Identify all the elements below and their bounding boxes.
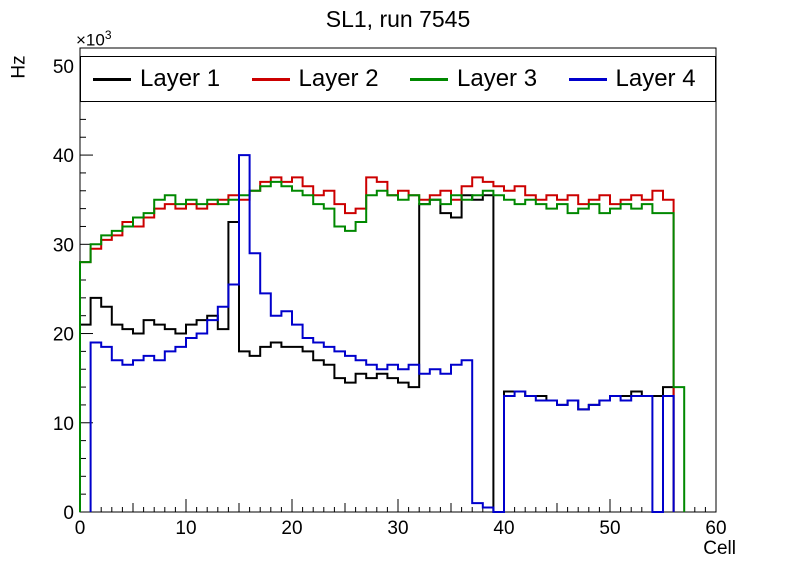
chart-title: SL1, run 7545 [325, 6, 471, 32]
legend-label-layer-2: Layer 2 [298, 65, 379, 92]
series-layer-2 [79, 176, 675, 512]
legend-label-layer-3: Layer 3 [457, 65, 538, 92]
svg-text:10: 10 [175, 518, 196, 539]
legend-line-sample-layer-3 [410, 77, 448, 81]
legend: Layer 1 Layer 2 Layer 3 Layer 4 [80, 56, 716, 102]
svg-text:20: 20 [281, 518, 302, 539]
svg-text:0: 0 [63, 503, 74, 524]
legend-line-sample-layer-2 [251, 77, 290, 81]
legend-label-layer-4: Layer 4 [615, 65, 696, 92]
y-axis-label: Hz [8, 55, 30, 79]
x-axis-label: Cell [703, 538, 736, 559]
series-layer-1 [79, 194, 675, 513]
legend-entry-layer-1: Layer 1 [81, 57, 240, 101]
svg-text:40: 40 [53, 146, 74, 167]
legend-line-sample-layer-4 [568, 77, 607, 81]
legend-entry-layer-4: Layer 4 [557, 57, 716, 101]
svg-text:50: 50 [53, 57, 74, 78]
legend-entry-layer-3: Layer 3 [398, 57, 557, 101]
legend-line-sample-layer-1 [93, 77, 131, 81]
legend-entry-layer-2: Layer 2 [240, 57, 399, 101]
svg-text:50: 50 [599, 518, 620, 539]
svg-text:30: 30 [53, 235, 74, 256]
series-layer-3 [79, 180, 686, 512]
svg-text:20: 20 [53, 325, 74, 346]
svg-text:30: 30 [387, 518, 408, 539]
y-multiplier-exponent: 3 [104, 28, 112, 42]
y-axis-multiplier: ×103 [76, 28, 112, 51]
svg-text:60: 60 [705, 518, 726, 539]
svg-text:10: 10 [53, 414, 74, 435]
legend-label-layer-1: Layer 1 [140, 65, 221, 92]
series-layer-4 [89, 154, 675, 513]
svg-text:0: 0 [75, 518, 86, 539]
plot-frame [79, 47, 717, 513]
svg-text:40: 40 [493, 518, 514, 539]
y-multiplier-base: ×10 [76, 30, 105, 50]
